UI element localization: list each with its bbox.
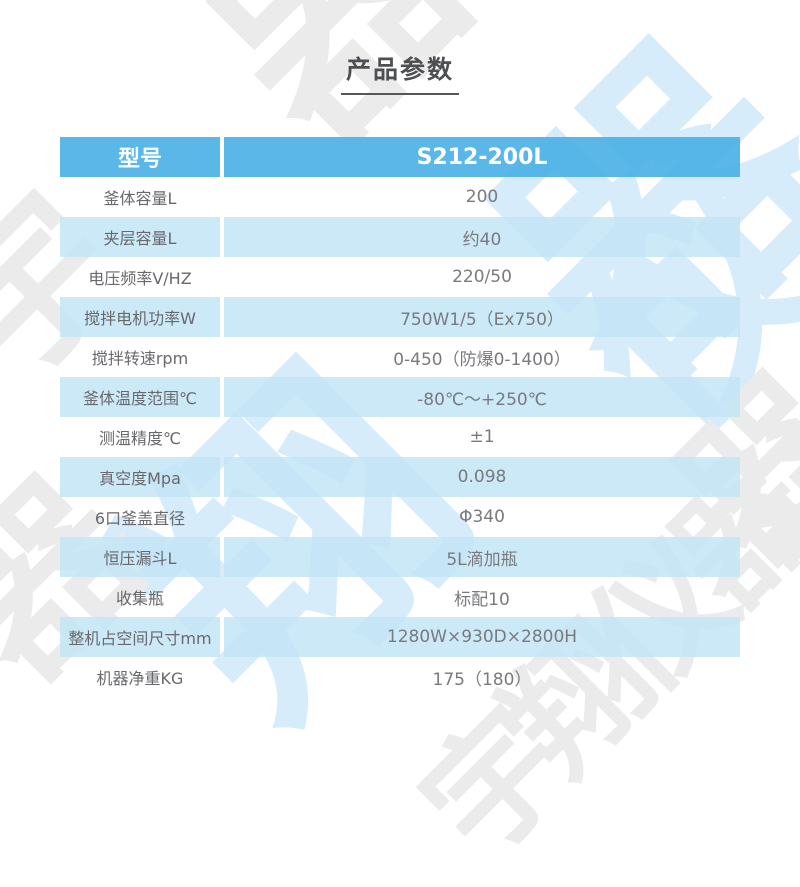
spec-value-cell: 200	[224, 177, 740, 217]
spec-label: 6口釜盖直径	[94, 509, 186, 528]
spec-value: -80℃～+250℃	[417, 389, 547, 410]
spec-row: 恒压漏斗L 5L滴加瓶	[60, 537, 740, 577]
spec-label-cell: 釜体容量L	[60, 177, 220, 217]
spec-label: 夹层容量L	[103, 229, 177, 248]
spec-label: 搅拌转速rpm	[91, 349, 189, 368]
spec-value-cell: 0.098	[224, 457, 740, 497]
spec-value-cell: 175（180）	[224, 657, 740, 697]
spec-value-cell: Φ340	[224, 497, 740, 537]
spec-label: 电压频率V/HZ	[88, 269, 192, 288]
spec-row: 机器净重KG 175（180）	[60, 657, 740, 697]
spec-label-cell: 6口釜盖直径	[60, 497, 220, 537]
spec-label-cell: 整机占空间尺寸mm	[60, 617, 220, 657]
spec-value-cell: -80℃～+250℃	[224, 377, 740, 417]
spec-label: 机器净重KG	[96, 669, 184, 688]
spec-value: 标配10	[454, 589, 510, 610]
spec-value: 750W1/5（Ex750）	[400, 309, 564, 330]
spec-label: 整机占空间尺寸mm	[68, 629, 212, 648]
spec-row: 夹层容量L 约40	[60, 217, 740, 257]
spec-label: 真空度Mpa	[99, 469, 181, 488]
spec-value: 220/50	[452, 267, 512, 287]
spec-row: 搅拌转速rpm 0-450（防爆0-1400）	[60, 337, 740, 377]
table-body: 釜体容量L 200 夹层容量L 约40 电压频率V/HZ 220/50 搅拌电机功率W 750…	[60, 177, 740, 697]
spec-row: 测温精度℃ ±1	[60, 417, 740, 457]
header-model-value: S212-200L	[416, 144, 548, 170]
spec-label-cell: 收集瓶	[60, 577, 220, 617]
spec-label: 测温精度℃	[99, 429, 181, 448]
spec-row: 整机占空间尺寸mm 1280W×930D×2800H	[60, 617, 740, 657]
product-spec-table: 型号 S212-200L 釜体容量L 200 夹层容量L 约40 电压频率V/HZ 220…	[60, 137, 740, 697]
spec-label-cell: 夹层容量L	[60, 217, 220, 257]
spec-value: 0-450（防爆0-1400）	[393, 349, 571, 370]
spec-value-cell: 约40	[224, 217, 740, 257]
spec-value: 0.098	[457, 467, 507, 487]
spec-label-cell: 电压频率V/HZ	[60, 257, 220, 297]
spec-row: 釜体温度范围℃ -80℃～+250℃	[60, 377, 740, 417]
spec-value-cell: 220/50	[224, 257, 740, 297]
spec-value: 175（180）	[432, 669, 532, 690]
spec-row: 收集瓶 标配10	[60, 577, 740, 617]
spec-row: 电压频率V/HZ 220/50	[60, 257, 740, 297]
spec-label-cell: 釜体温度范围℃	[60, 377, 220, 417]
spec-label-cell: 机器净重KG	[60, 657, 220, 697]
spec-label: 搅拌电机功率W	[84, 309, 196, 328]
spec-label: 恒压漏斗L	[103, 549, 177, 568]
spec-value: 5L滴加瓶	[446, 549, 518, 570]
spec-value: Φ340	[459, 507, 505, 527]
spec-row: 釜体容量L 200	[60, 177, 740, 217]
spec-label-cell: 搅拌电机功率W	[60, 297, 220, 337]
spec-value: ±1	[469, 427, 495, 447]
header-model-value-cell: S212-200L	[224, 137, 740, 177]
page-title-wrap: 产品参数	[0, 50, 800, 95]
spec-label-cell: 测温精度℃	[60, 417, 220, 457]
spec-label: 釜体温度范围℃	[83, 389, 197, 408]
spec-value-cell: 750W1/5（Ex750）	[224, 297, 740, 337]
spec-label-cell: 恒压漏斗L	[60, 537, 220, 577]
spec-value-cell: 标配10	[224, 577, 740, 617]
spec-value: 1280W×930D×2800H	[386, 627, 578, 647]
spec-value-cell: ±1	[224, 417, 740, 457]
spec-value-cell: 0-450（防爆0-1400）	[224, 337, 740, 377]
spec-label-cell: 搅拌转速rpm	[60, 337, 220, 377]
spec-row: 搅拌电机功率W 750W1/5（Ex750）	[60, 297, 740, 337]
table-header-row: 型号 S212-200L	[60, 137, 740, 177]
spec-row: 真空度Mpa 0.098	[60, 457, 740, 497]
spec-label-cell: 真空度Mpa	[60, 457, 220, 497]
spec-value: 200	[465, 187, 499, 207]
spec-value: 约40	[462, 229, 502, 250]
spec-value-cell: 5L滴加瓶	[224, 537, 740, 577]
spec-label: 釜体容量L	[103, 189, 177, 208]
page-title: 产品参数	[340, 50, 459, 95]
spec-label: 收集瓶	[115, 589, 164, 608]
spec-row: 6口釜盖直径 Φ340	[60, 497, 740, 537]
header-model-label: 型号	[117, 147, 162, 172]
header-model-cell: 型号	[60, 137, 220, 177]
spec-value-cell: 1280W×930D×2800H	[224, 617, 740, 657]
